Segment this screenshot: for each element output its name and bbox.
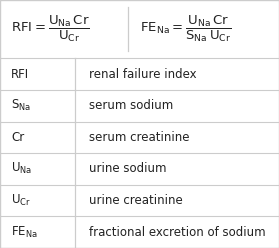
Text: $\mathrm{U_{Cr}}$: $\mathrm{U_{Cr}}$	[11, 193, 31, 208]
Text: $\mathrm{RFI} = \dfrac{\mathrm{U_{Na}\,Cr}}{\mathrm{U_{Cr}}}$: $\mathrm{RFI} = \dfrac{\mathrm{U_{Na}\,C…	[11, 14, 90, 44]
Text: $\mathrm{S_{Na}}$: $\mathrm{S_{Na}}$	[11, 98, 31, 113]
Text: serum sodium: serum sodium	[89, 99, 174, 112]
Text: renal failure index: renal failure index	[89, 68, 197, 81]
Text: urine sodium: urine sodium	[89, 162, 167, 175]
Text: $\mathrm{FE_{Na}}$: $\mathrm{FE_{Na}}$	[11, 225, 38, 240]
Text: serum creatinine: serum creatinine	[89, 131, 190, 144]
Text: $\mathrm{U_{Na}}$: $\mathrm{U_{Na}}$	[11, 161, 32, 177]
Text: RFI: RFI	[11, 68, 29, 81]
Text: $\mathrm{FE_{Na}} = \dfrac{\mathrm{U_{Na}\,Cr}}{\mathrm{S_{Na}\,U_{Cr}}}$: $\mathrm{FE_{Na}} = \dfrac{\mathrm{U_{Na…	[140, 14, 231, 44]
Text: Cr: Cr	[11, 131, 24, 144]
Text: fractional excretion of sodium: fractional excretion of sodium	[89, 226, 266, 239]
Text: urine creatinine: urine creatinine	[89, 194, 183, 207]
